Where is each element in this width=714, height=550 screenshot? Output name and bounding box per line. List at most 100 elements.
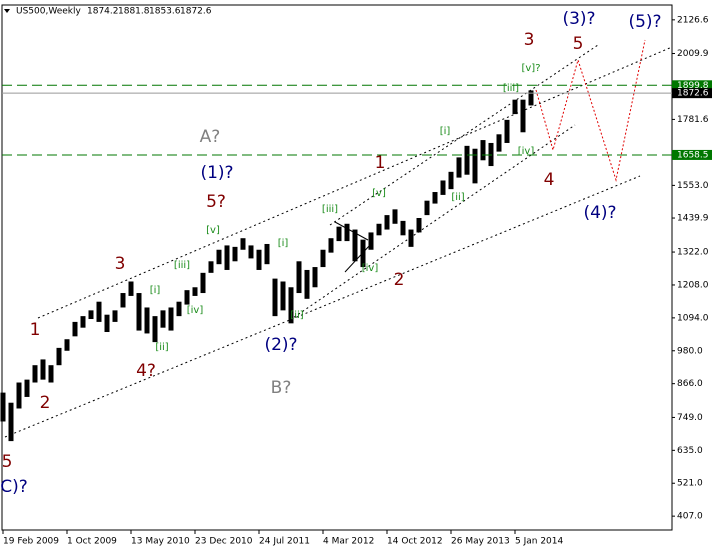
y-tick-label: 635.0 — [677, 446, 703, 456]
x-tick-label: 13 May 2010 — [131, 537, 190, 547]
price-bar — [16, 382, 22, 409]
price-bar — [320, 249, 326, 268]
x-tick-label: 4 Mar 2012 — [323, 537, 374, 547]
price-bar — [496, 134, 502, 152]
y-tick-label: 407.0 — [677, 512, 703, 522]
price-bar — [456, 157, 462, 178]
price-bar — [248, 245, 254, 259]
x-tick-label: 19 Feb 2009 — [3, 537, 59, 547]
level-label: 1658.5 — [677, 150, 709, 160]
price-bar — [56, 347, 62, 366]
wave-annotation: C)? — [0, 477, 28, 497]
price-bar — [144, 307, 150, 334]
x-tick-label: 24 Jul 2011 — [259, 537, 310, 547]
price-bar — [480, 140, 486, 161]
wave-annotation: 2 — [40, 393, 51, 413]
price-bar — [440, 180, 446, 195]
sub-wave-label: [ii] — [290, 310, 303, 321]
y-tick-label: 2126.6 — [677, 15, 709, 25]
wave-annotation: 1 — [375, 153, 386, 173]
header-symbol: US500,Weekly — [16, 7, 81, 17]
price-bar — [280, 281, 286, 311]
sub-wave-label: [v] — [206, 225, 220, 236]
price-bar — [416, 218, 422, 233]
price-bar — [208, 261, 214, 273]
price-bar — [448, 171, 454, 190]
price-bar — [400, 220, 406, 236]
x-tick-label: 23 Dec 2010 — [195, 537, 253, 547]
y-tick-label: 1781.6 — [677, 115, 709, 125]
price-bar — [192, 287, 198, 296]
y-tick-label: 1208.0 — [677, 280, 709, 290]
price-bar — [136, 293, 142, 331]
price-bar — [464, 145, 470, 175]
plot-frame — [1, 4, 673, 531]
price-bar — [520, 99, 526, 133]
sub-wave-label: [ii] — [155, 342, 168, 353]
header-high: 1881.8 — [118, 7, 150, 17]
y-tick-label: 1322.0 — [677, 248, 709, 258]
current-price-label: 1872.6 — [677, 89, 709, 99]
price-bar — [368, 232, 374, 250]
x-tick-label: 26 May 2013 — [451, 537, 510, 547]
price-bar — [360, 239, 366, 268]
price-bar — [88, 310, 94, 320]
level-label-box — [672, 149, 712, 160]
price-bar — [216, 249, 222, 265]
x-tick-label: 1 Oct 2009 — [67, 537, 117, 547]
price-bar — [432, 192, 438, 204]
wave-annotation: (2)? — [264, 335, 297, 355]
sub-wave-label: [iv] — [518, 146, 535, 157]
trend-lines — [4, 44, 673, 438]
price-bar — [112, 310, 118, 322]
sub-wave-label: [iv] — [187, 305, 204, 316]
price-bar — [384, 215, 390, 230]
price-bar — [336, 226, 342, 242]
wave-annotation: 3 — [524, 30, 535, 50]
header-open: 1874.2 — [87, 7, 119, 17]
price-bar — [96, 301, 102, 322]
y-tick-label: 1553.0 — [677, 181, 709, 191]
wave-annotation: (1)? — [200, 163, 233, 183]
sub-wave-label: [iii] — [503, 83, 519, 94]
sub-wave-label: [iii] — [174, 260, 190, 271]
wave-annotation: 5 — [2, 452, 13, 472]
y-tick-label: 866.0 — [677, 379, 703, 389]
wave-annotation: 3 — [115, 254, 126, 274]
price-bar — [472, 148, 478, 184]
y-tick-label: 521.0 — [677, 479, 703, 489]
price-bar — [296, 261, 302, 294]
y-tick-label: 749.0 — [677, 413, 703, 423]
menu-arrow — [4, 9, 10, 13]
price-bar — [424, 200, 430, 216]
price-bar — [72, 321, 78, 337]
wave-annotation: 4 — [544, 170, 555, 190]
y-tick-label: 2009.9 — [677, 49, 709, 59]
header-close: 1872.6 — [180, 7, 212, 17]
sub-wave-label: [i] — [440, 126, 451, 137]
price-bar — [152, 316, 158, 343]
x-tick-label: 5 Jan 2014 — [515, 537, 563, 547]
price-bar — [264, 243, 270, 265]
wave-annotation: 1 — [30, 320, 41, 340]
forecast-path — [535, 39, 646, 182]
wave-annotation: (5)? — [628, 12, 661, 32]
price-bar — [328, 238, 334, 253]
price-bar — [176, 301, 182, 317]
header-low: 1853.6 — [149, 7, 181, 17]
price-bar — [408, 229, 414, 247]
price-bar — [0, 392, 6, 422]
x-tick-label: 14 Oct 2012 — [387, 537, 443, 547]
price-bar — [256, 249, 262, 270]
sub-wave-label: [i] — [278, 238, 289, 249]
wave-annotation: B? — [271, 378, 292, 398]
price-bar — [32, 365, 38, 383]
wave-annotation: 5 — [573, 34, 584, 54]
price-bar — [392, 209, 398, 224]
price-bar — [120, 293, 126, 308]
price-bar — [376, 223, 382, 236]
price-bar — [48, 365, 54, 383]
wave-annotation: (3)? — [562, 9, 595, 29]
y-tick-label: 1094.0 — [677, 313, 709, 323]
